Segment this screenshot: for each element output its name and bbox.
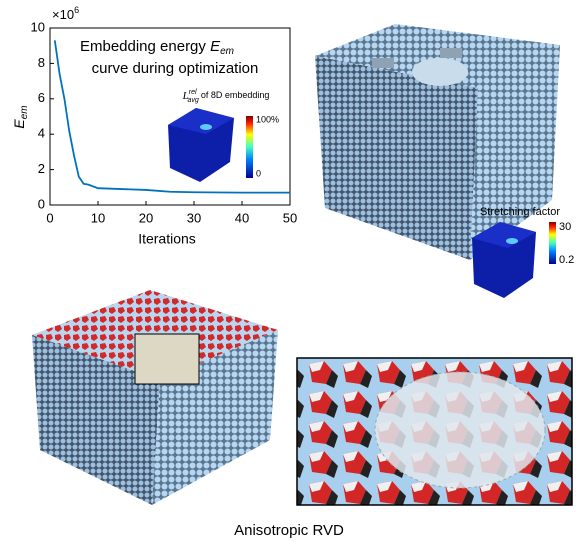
y-axis-label: Eem	[11, 105, 30, 128]
colorbar-label: 0	[256, 168, 261, 178]
inset-spot	[506, 238, 518, 244]
figure: Embedding energy Eem curve during optimi…	[0, 0, 579, 542]
cube-front	[315, 56, 478, 260]
y-tick-label: 6	[38, 90, 45, 105]
x-tick-label: 20	[139, 210, 153, 225]
y-tick-label: 8	[38, 55, 45, 70]
y-tick-label: 2	[38, 161, 45, 176]
y-multiplier: ×106	[52, 5, 79, 22]
y-tick-label: 10	[31, 19, 45, 34]
zoom-box	[135, 334, 199, 384]
x-tick-label: 10	[91, 210, 105, 225]
inset-spot	[200, 124, 212, 130]
colorbar	[246, 116, 253, 178]
x-tick-label: 50	[283, 210, 297, 225]
hole	[440, 48, 462, 58]
inset-label: Stretching factor	[480, 206, 560, 218]
dome	[412, 58, 468, 86]
colorbar-label: 0.2	[559, 254, 574, 266]
y-tick-label: 4	[38, 126, 45, 141]
colorbar-label: 30	[559, 221, 571, 233]
title-line: Embedding energy Eem	[80, 38, 234, 57]
title-line: curve during optimization	[92, 60, 259, 77]
hole	[372, 58, 394, 68]
colorbar	[549, 222, 556, 264]
x-tick-label: 40	[235, 210, 249, 225]
x-tick-label: 30	[187, 210, 201, 225]
colorbar-label: 100%	[256, 114, 279, 124]
y-tick-label: 0	[38, 196, 45, 211]
caption: Anisotropic RVD	[234, 522, 344, 539]
zoom-dome	[375, 372, 545, 488]
x-tick-label: 0	[46, 210, 53, 225]
page: {"chart_data": {"type": "line", "title_l…	[0, 0, 579, 542]
x-axis-label: Iterations	[138, 231, 196, 247]
